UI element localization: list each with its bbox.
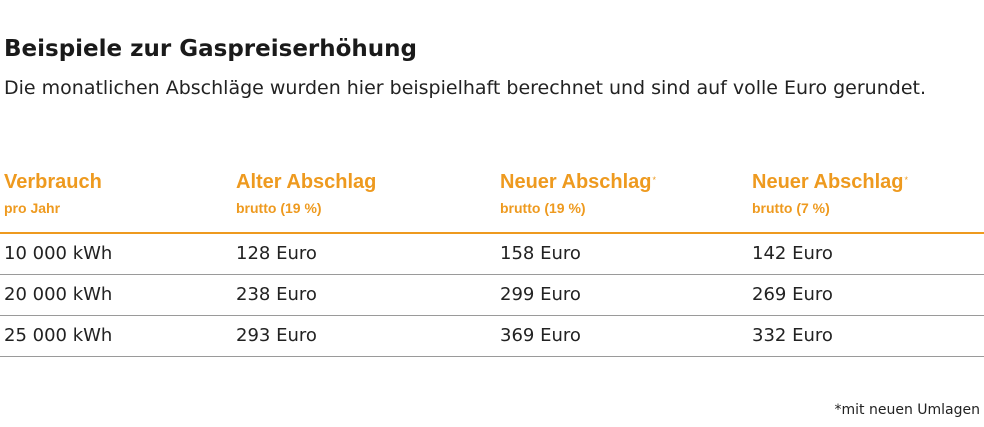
- table-cell-neuer-abschlag-19: 299 Euro: [500, 284, 581, 305]
- table-cell-neuer-abschlag-19: 369 Euro: [500, 325, 581, 346]
- table-row: 10 000 kWh 128 Euro 158 Euro 142 Euro: [0, 234, 984, 275]
- table-row: 25 000 kWh 293 Euro 369 Euro 332 Euro: [0, 316, 984, 357]
- table-cell-verbrauch: 20 000 kWh: [4, 284, 113, 305]
- column-header-neuer-abschlag-19: Neuer Abschlag* brutto (19 %): [500, 170, 656, 218]
- column-header-alter-abschlag: Alter Abschlag brutto (19 %): [236, 170, 377, 218]
- page-title: Beispiele zur Gaspreiserhöhung: [4, 36, 418, 62]
- column-header-sublabel: pro Jahr: [4, 200, 61, 216]
- footnote: *mit neuen Umlagen: [834, 402, 981, 418]
- gas-price-table: Verbrauch pro Jahr Alter Abschlag brutto…: [0, 170, 984, 357]
- column-header-neuer-abschlag-7: Neuer Abschlag* brutto (7 %): [752, 170, 908, 218]
- column-header-label: Verbrauch: [4, 171, 102, 193]
- column-header-mark: *: [904, 175, 909, 185]
- table-cell-alter-abschlag: 293 Euro: [236, 325, 317, 346]
- column-header-mark: *: [652, 175, 657, 185]
- page-subtitle: Die monatlichen Abschläge wurden hier be…: [4, 77, 927, 99]
- table-cell-alter-abschlag: 128 Euro: [236, 243, 317, 264]
- column-header-verbrauch: Verbrauch pro Jahr: [4, 170, 103, 218]
- column-header-label: Neuer Abschlag: [500, 171, 652, 193]
- table-cell-verbrauch: 10 000 kWh: [4, 243, 113, 264]
- table-cell-neuer-abschlag-7: 269 Euro: [752, 284, 833, 305]
- table-cell-neuer-abschlag-7: 142 Euro: [752, 243, 833, 264]
- table-cell-neuer-abschlag-7: 332 Euro: [752, 325, 833, 346]
- table-cell-verbrauch: 25 000 kWh: [4, 325, 113, 346]
- table-header-row: Verbrauch pro Jahr Alter Abschlag brutto…: [0, 170, 984, 234]
- table-cell-alter-abschlag: 238 Euro: [236, 284, 317, 305]
- table-cell-neuer-abschlag-19: 158 Euro: [500, 243, 581, 264]
- column-header-label: Neuer Abschlag: [752, 171, 904, 193]
- table-row: 20 000 kWh 238 Euro 299 Euro 269 Euro: [0, 275, 984, 316]
- column-header-label: Alter Abschlag: [236, 171, 377, 193]
- column-header-sublabel: brutto (7 %): [752, 200, 830, 216]
- column-header-sublabel: brutto (19 %): [236, 200, 322, 216]
- column-header-sublabel: brutto (19 %): [500, 200, 586, 216]
